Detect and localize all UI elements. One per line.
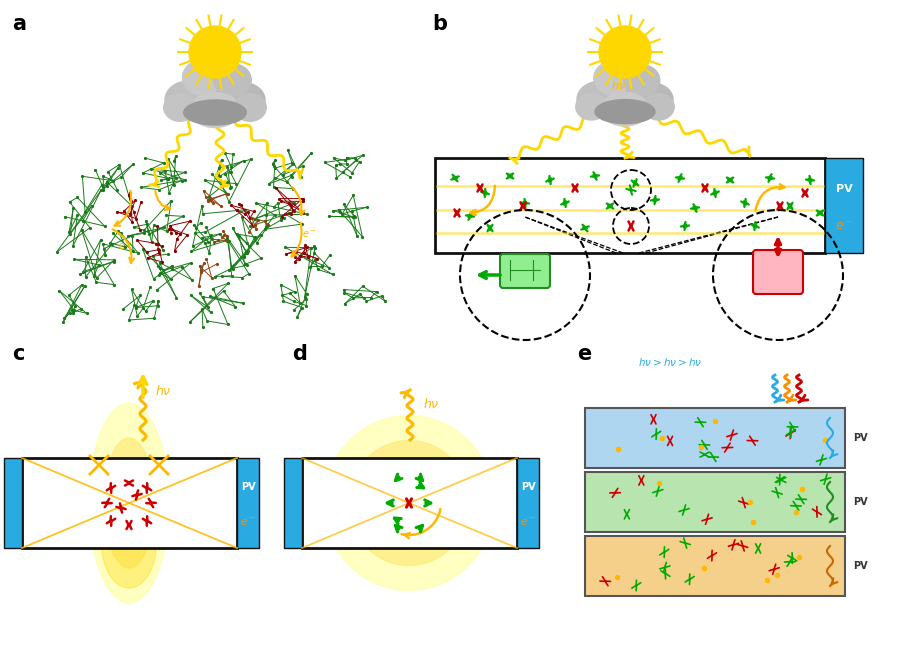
Text: PV: PV: [853, 433, 868, 443]
Ellipse shape: [214, 64, 251, 96]
Text: PV: PV: [521, 482, 535, 492]
Text: $e^-$: $e^-$: [239, 517, 256, 528]
Text: c: c: [12, 344, 24, 364]
FancyBboxPatch shape: [4, 458, 22, 548]
FancyBboxPatch shape: [517, 458, 539, 548]
Text: $h\nu > h\nu > h\nu$: $h\nu > h\nu > h\nu$: [638, 356, 702, 368]
Ellipse shape: [104, 438, 154, 568]
FancyBboxPatch shape: [284, 458, 302, 548]
Ellipse shape: [349, 440, 469, 566]
FancyBboxPatch shape: [237, 458, 259, 548]
Ellipse shape: [89, 403, 169, 603]
Ellipse shape: [102, 498, 157, 588]
Text: PV: PV: [240, 482, 256, 492]
FancyBboxPatch shape: [753, 250, 803, 294]
Text: $h\nu$: $h\nu$: [610, 79, 626, 91]
Circle shape: [189, 26, 241, 78]
FancyBboxPatch shape: [22, 458, 237, 548]
Ellipse shape: [190, 93, 240, 127]
Text: PV: PV: [853, 497, 868, 507]
Ellipse shape: [180, 68, 250, 113]
FancyBboxPatch shape: [435, 158, 825, 253]
Ellipse shape: [374, 465, 444, 540]
Ellipse shape: [591, 68, 659, 111]
FancyBboxPatch shape: [585, 408, 845, 468]
Text: $h\nu$: $h\nu$: [423, 397, 439, 411]
Ellipse shape: [643, 93, 674, 120]
Ellipse shape: [577, 82, 620, 117]
FancyBboxPatch shape: [825, 158, 863, 253]
FancyBboxPatch shape: [585, 536, 845, 596]
Text: a: a: [12, 14, 26, 34]
Ellipse shape: [164, 93, 196, 121]
Text: $e^-$: $e^-$: [302, 229, 317, 240]
Ellipse shape: [624, 65, 660, 96]
Ellipse shape: [576, 93, 607, 120]
Ellipse shape: [220, 82, 265, 117]
FancyBboxPatch shape: [302, 458, 517, 548]
Text: PV: PV: [853, 561, 868, 571]
Text: d: d: [292, 344, 307, 364]
Circle shape: [599, 26, 651, 78]
Ellipse shape: [601, 92, 649, 126]
Text: b: b: [432, 14, 447, 34]
Text: $e^-$: $e^-$: [835, 220, 853, 233]
FancyBboxPatch shape: [585, 472, 845, 532]
Ellipse shape: [184, 100, 247, 125]
Ellipse shape: [234, 93, 266, 121]
Ellipse shape: [183, 60, 222, 95]
Text: PV: PV: [835, 184, 852, 194]
Ellipse shape: [324, 416, 494, 591]
Ellipse shape: [165, 82, 210, 119]
Ellipse shape: [595, 99, 655, 123]
Text: $h\nu$: $h\nu$: [155, 384, 172, 398]
Text: $e^-$: $e^-$: [118, 241, 133, 252]
Text: e: e: [577, 344, 591, 364]
FancyBboxPatch shape: [500, 254, 550, 288]
Ellipse shape: [594, 61, 632, 95]
Text: $e^-$: $e^-$: [520, 517, 536, 528]
Ellipse shape: [630, 83, 673, 117]
